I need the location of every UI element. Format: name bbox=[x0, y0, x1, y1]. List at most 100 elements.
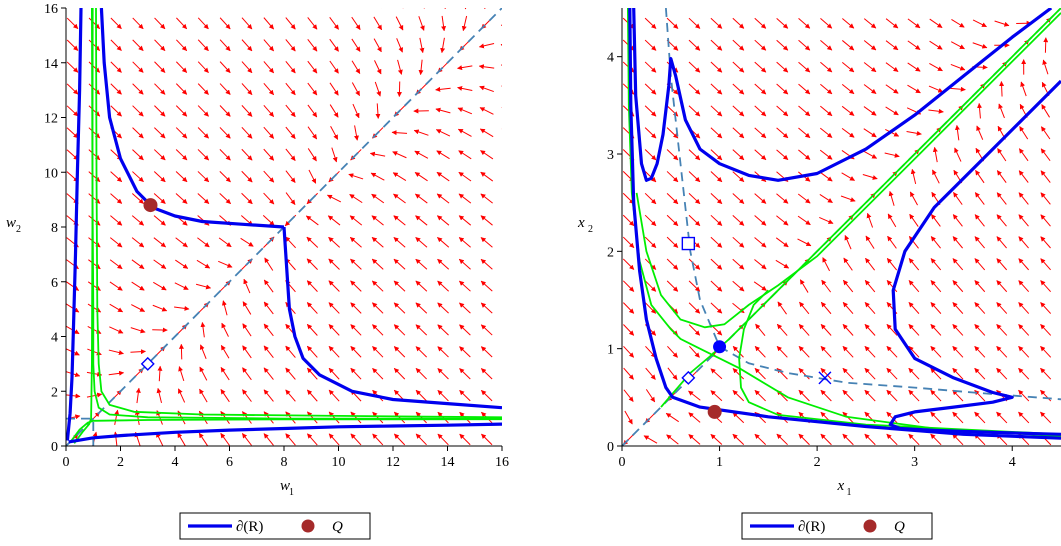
field-arrow bbox=[176, 17, 188, 30]
field-arrow bbox=[327, 194, 342, 203]
y-axis-label-subscript: 2 bbox=[588, 224, 593, 235]
field-arrow bbox=[437, 302, 449, 314]
field-arrow bbox=[906, 130, 922, 136]
field-arrow bbox=[623, 389, 634, 402]
field-arrow bbox=[754, 237, 767, 248]
field-arrow bbox=[710, 127, 723, 139]
field-arrow bbox=[503, 369, 514, 379]
field-arrow bbox=[503, 303, 514, 313]
field-arrow bbox=[820, 0, 831, 6]
field-arrow bbox=[885, 62, 899, 72]
field-arrow bbox=[132, 105, 144, 117]
field-arrow bbox=[220, 389, 230, 403]
field-arrow bbox=[776, 61, 789, 73]
field-arrow bbox=[950, 41, 965, 50]
field-arrow bbox=[393, 215, 406, 226]
field-arrow bbox=[501, 150, 502, 156]
field-arrow bbox=[153, 171, 166, 183]
field-arrow bbox=[644, 280, 657, 292]
field-arrow bbox=[732, 433, 745, 445]
field-arrow bbox=[503, 325, 514, 335]
field-arrow bbox=[622, 236, 635, 248]
field-arrow bbox=[503, 194, 515, 203]
field-arrow bbox=[66, 105, 79, 117]
field-arrow bbox=[198, 0, 208, 7]
field-arrow bbox=[307, 104, 318, 118]
field-arrow bbox=[819, 171, 833, 182]
field-arrow bbox=[263, 148, 275, 161]
field-arrow bbox=[952, 214, 963, 227]
field-arrow bbox=[263, 192, 275, 205]
field-arrow bbox=[480, 150, 494, 160]
field-arrow bbox=[66, 83, 79, 95]
field-arrow bbox=[863, 106, 877, 116]
field-arrow bbox=[1040, 302, 1052, 314]
field-arrow bbox=[798, 149, 811, 160]
dashed-curve bbox=[665, 8, 1061, 401]
field-arrow bbox=[154, 61, 166, 73]
field-arrow bbox=[154, 83, 166, 95]
field-arrow bbox=[480, 324, 493, 336]
field-arrow bbox=[623, 0, 634, 7]
y-axis-label: x bbox=[577, 215, 585, 231]
field-arrow bbox=[644, 192, 657, 205]
field-arrow bbox=[932, 169, 940, 184]
field-arrow bbox=[996, 302, 1008, 314]
field-arrow bbox=[819, 149, 833, 160]
field-arrow bbox=[688, 390, 701, 401]
field-arrow bbox=[645, 367, 656, 380]
field-arrow bbox=[330, 0, 339, 7]
field-arrow bbox=[776, 83, 789, 95]
field-arrow bbox=[666, 214, 679, 227]
field-arrow bbox=[1018, 280, 1030, 293]
field-arrow bbox=[285, 192, 296, 205]
field-arrow bbox=[393, 237, 406, 248]
field-arrow bbox=[110, 171, 123, 183]
field-arrow bbox=[776, 193, 789, 204]
field-arrow bbox=[907, 84, 921, 94]
field-arrow bbox=[954, 124, 960, 141]
field-arrow bbox=[776, 433, 788, 446]
field-arrow bbox=[462, 8, 468, 10]
field-arrow bbox=[329, 60, 339, 74]
field-arrow bbox=[688, 171, 701, 183]
field-arrow bbox=[1018, 170, 1029, 183]
field-arrow bbox=[393, 302, 406, 314]
field-arrow bbox=[754, 193, 767, 204]
field-arrow bbox=[480, 193, 493, 204]
field-arrow bbox=[243, 278, 251, 294]
field-arrow bbox=[798, 127, 811, 139]
field-arrow bbox=[285, 61, 296, 74]
field-arrow bbox=[441, 15, 447, 32]
field-arrow bbox=[221, 322, 229, 337]
field-arrow bbox=[480, 171, 494, 182]
field-arrow bbox=[285, 126, 296, 140]
field-arrow bbox=[415, 433, 427, 446]
field-arrow bbox=[197, 61, 209, 73]
field-arrow bbox=[820, 105, 833, 117]
field-arrow bbox=[1018, 324, 1030, 336]
field-arrow bbox=[420, 8, 425, 9]
field-arrow bbox=[307, 60, 318, 74]
field-arrow bbox=[285, 82, 296, 96]
field-arrow bbox=[820, 83, 833, 95]
field-arrow bbox=[928, 108, 944, 114]
boundary-curve bbox=[68, 422, 502, 444]
field-arrow bbox=[457, 128, 472, 137]
field-arrow bbox=[349, 215, 363, 226]
field-arrow bbox=[415, 389, 427, 402]
field-arrow bbox=[863, 84, 877, 94]
field-arrow bbox=[710, 193, 723, 205]
field-arrow bbox=[820, 345, 832, 358]
field-arrow bbox=[351, 82, 360, 97]
field-arrow bbox=[1018, 389, 1030, 402]
field-arrow bbox=[819, 194, 833, 204]
field-arrow bbox=[908, 389, 920, 402]
field-arrow bbox=[457, 65, 473, 71]
field-arrow bbox=[888, 190, 895, 206]
field-arrow bbox=[842, 389, 854, 402]
square-marker bbox=[681, 236, 696, 251]
field-arrow bbox=[1016, 0, 1030, 4]
field-arrow bbox=[754, 105, 767, 117]
field-arrow bbox=[996, 345, 1008, 358]
